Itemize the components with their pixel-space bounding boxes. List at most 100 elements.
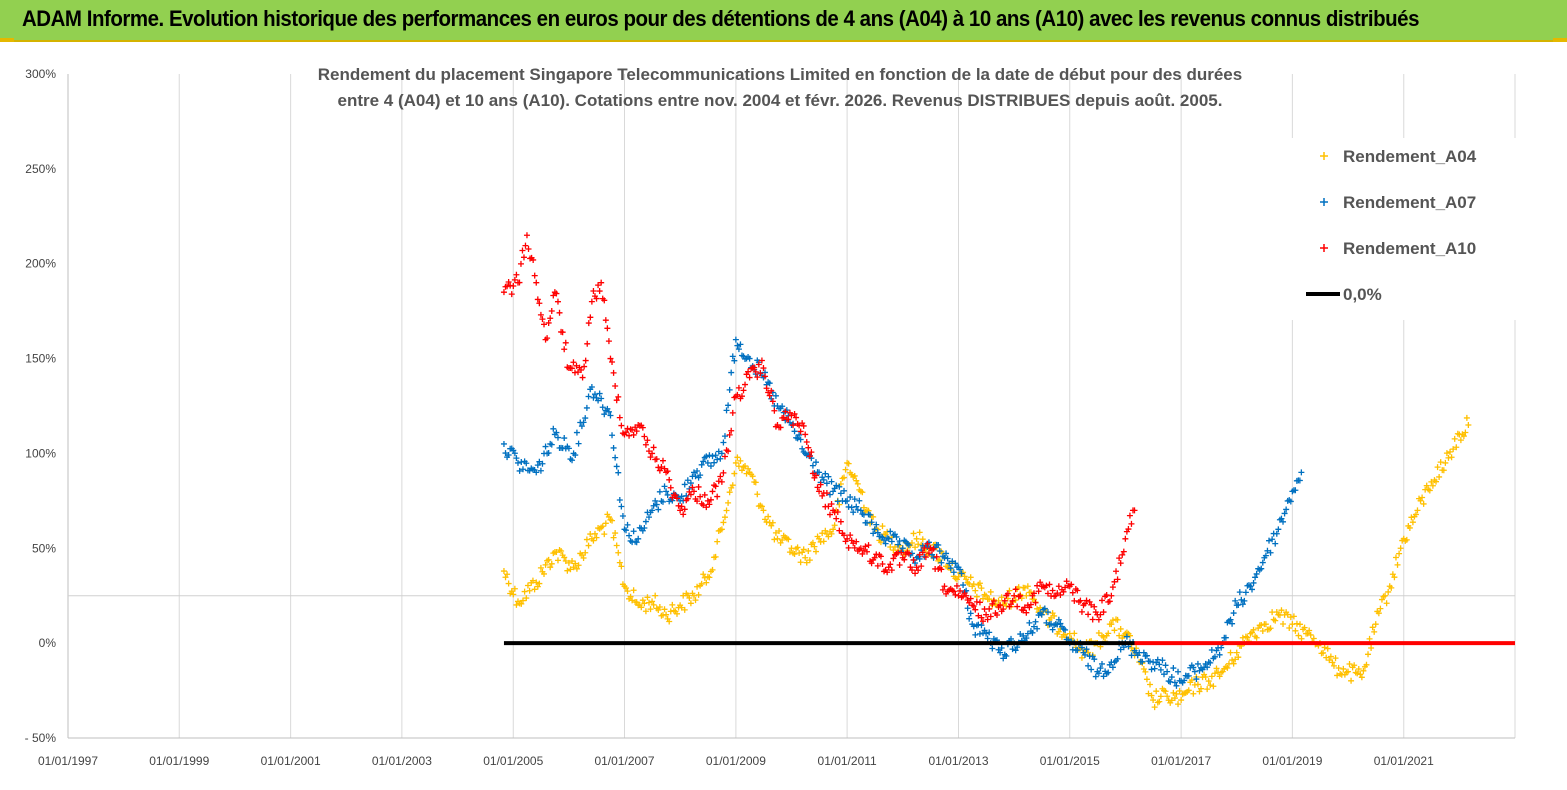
data-point <box>707 496 714 503</box>
data-point <box>569 558 576 565</box>
data-point <box>1000 655 1007 662</box>
data-point <box>881 537 888 544</box>
data-point <box>859 489 866 496</box>
data-point <box>1434 464 1441 471</box>
data-point <box>1105 630 1112 637</box>
data-point <box>616 497 623 504</box>
data-point <box>941 554 948 561</box>
data-point <box>820 538 827 545</box>
data-point <box>997 602 1004 609</box>
x-tick-label: 01/01/2019 <box>1262 754 1322 768</box>
data-point <box>953 582 960 589</box>
data-point <box>1227 649 1234 656</box>
data-point <box>1021 584 1028 591</box>
data-point <box>689 484 696 491</box>
data-point <box>1117 560 1124 567</box>
data-point <box>687 480 694 487</box>
data-point <box>523 232 530 239</box>
data-point <box>867 511 874 518</box>
data-point <box>879 523 886 530</box>
x-tick-label: 01/01/2009 <box>706 754 766 768</box>
data-point <box>526 587 533 594</box>
data-point <box>718 450 725 457</box>
data-point <box>854 480 861 487</box>
data-point <box>877 539 884 546</box>
data-point <box>916 551 923 558</box>
data-point <box>790 422 797 429</box>
data-point <box>1264 547 1271 554</box>
data-point <box>1131 507 1138 514</box>
data-point <box>771 407 778 414</box>
data-point <box>502 450 509 457</box>
data-point <box>609 432 616 439</box>
data-point <box>841 487 848 494</box>
data-point <box>545 319 552 326</box>
data-point <box>582 357 589 364</box>
data-point <box>707 463 714 470</box>
data-point <box>1060 588 1067 595</box>
data-point <box>919 536 926 543</box>
data-point <box>828 501 835 508</box>
legend-item: Rendement_A10 <box>1320 239 1476 258</box>
data-point <box>963 576 970 583</box>
data-point <box>1406 524 1413 531</box>
data-point <box>1043 582 1050 589</box>
data-point <box>1145 690 1152 697</box>
data-point <box>1258 565 1265 572</box>
data-point <box>655 506 662 513</box>
y-tick-label: - 50% <box>25 731 57 745</box>
data-point <box>850 509 857 516</box>
data-point <box>738 393 745 400</box>
data-point <box>772 529 779 536</box>
data-point <box>1078 608 1085 615</box>
data-point <box>812 472 819 479</box>
data-point <box>1298 469 1305 476</box>
data-point <box>537 564 544 571</box>
data-point <box>559 329 566 336</box>
data-point <box>1091 656 1098 663</box>
data-point <box>964 605 971 612</box>
data-point <box>1037 604 1044 611</box>
data-point <box>694 467 701 474</box>
data-point <box>1003 602 1010 609</box>
data-point <box>510 282 517 289</box>
data-point <box>1114 576 1121 583</box>
data-point <box>984 616 991 623</box>
data-point <box>1269 536 1276 543</box>
data-point <box>580 554 587 561</box>
data-point <box>607 355 614 362</box>
data-point <box>1057 620 1064 627</box>
data-point <box>629 426 636 433</box>
data-point <box>663 611 670 618</box>
data-point <box>845 544 852 551</box>
data-point <box>590 537 597 544</box>
data-point <box>728 427 735 434</box>
data-point <box>698 580 705 587</box>
data-point <box>1340 665 1347 672</box>
data-point <box>1292 627 1299 634</box>
data-point <box>850 540 857 547</box>
data-point <box>1382 592 1389 599</box>
data-point <box>809 470 816 477</box>
data-point <box>725 448 732 455</box>
data-point <box>531 272 538 279</box>
data-point <box>993 612 1000 619</box>
data-point <box>731 470 738 477</box>
data-point <box>575 562 582 569</box>
data-point <box>1344 668 1351 675</box>
data-point <box>981 627 988 634</box>
data-point <box>582 549 589 556</box>
data-point <box>1074 587 1081 594</box>
data-point <box>656 488 663 495</box>
data-point <box>641 525 648 532</box>
data-point <box>1108 621 1115 628</box>
data-point <box>791 428 798 435</box>
data-point <box>758 357 765 364</box>
data-point <box>785 536 792 543</box>
data-point <box>567 566 574 573</box>
data-point <box>1185 687 1192 694</box>
data-point <box>820 476 827 483</box>
data-point <box>1250 579 1257 586</box>
data-point <box>1253 634 1260 641</box>
data-point <box>949 558 956 565</box>
